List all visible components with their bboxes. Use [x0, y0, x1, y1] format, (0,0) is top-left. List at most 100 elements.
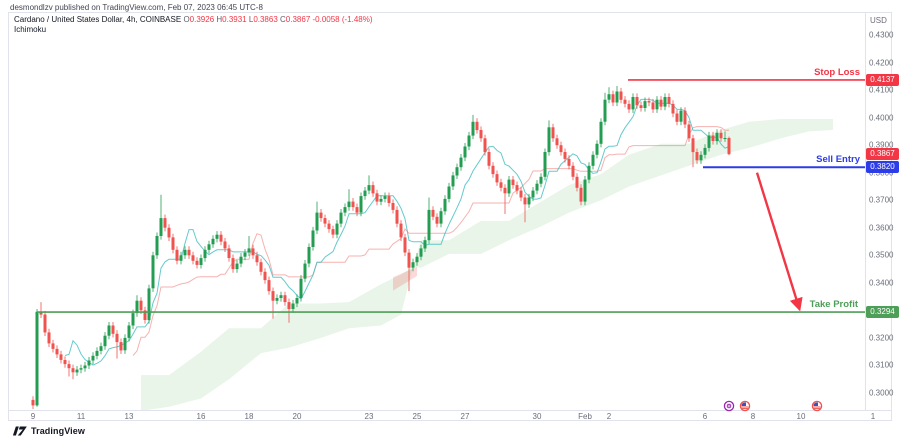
candle	[331, 229, 335, 235]
stop-loss-label[interactable]: Stop Loss	[814, 66, 860, 78]
candle	[335, 223, 339, 235]
candle	[423, 240, 427, 249]
candle	[167, 227, 171, 238]
candle	[575, 176, 579, 188]
candle	[63, 360, 67, 365]
candle	[447, 186, 451, 199]
candle	[347, 201, 351, 208]
candle	[299, 278, 303, 298]
candle	[451, 175, 455, 187]
candle	[223, 241, 227, 249]
candle	[115, 333, 119, 343]
close-value: 0.3867	[285, 15, 311, 24]
tradingview-logo[interactable]: TradingView	[13, 426, 85, 436]
candle	[579, 187, 583, 202]
candle	[319, 212, 323, 219]
price-tick-label: 0.3500	[869, 250, 894, 260]
take-profit-label[interactable]: Take Profit	[809, 299, 858, 311]
sell-entry-price-badge: 0.3820	[866, 161, 899, 174]
candle	[303, 263, 307, 279]
candle	[595, 143, 599, 155]
candle	[671, 103, 675, 114]
candle	[243, 252, 247, 257]
candle	[407, 252, 411, 268]
indicator-label[interactable]: Ichimoku	[14, 25, 47, 34]
candle	[271, 291, 275, 301]
candle	[399, 223, 403, 238]
price-tick-label: 0.4300	[869, 30, 894, 40]
candle	[339, 212, 343, 224]
candle	[707, 135, 711, 148]
time-tick-label: 6	[702, 412, 708, 421]
candle	[359, 196, 363, 213]
us-flag-event-icon[interactable]	[811, 399, 823, 412]
candle	[651, 102, 655, 110]
candle	[191, 255, 195, 261]
candle	[659, 99, 663, 107]
candle	[431, 209, 435, 217]
change-value: -0.0058 (-1.48%)	[312, 15, 373, 24]
candle	[111, 325, 115, 334]
time-axis-separator	[8, 410, 892, 411]
candle	[247, 248, 251, 253]
time-tick-label: 2	[606, 412, 612, 421]
ichimoku-bear-cloud	[393, 266, 417, 291]
candle	[463, 146, 467, 158]
candle	[411, 262, 415, 268]
candle	[547, 127, 551, 153]
symbol-title[interactable]: Cardano / United States Dollar, 4h, COIN…	[14, 15, 182, 24]
time-tick-label: 13	[124, 412, 134, 421]
candle	[95, 350, 99, 356]
candle	[555, 138, 559, 146]
chart-legend: Cardano / United States Dollar, 4h, COIN…	[14, 15, 373, 25]
sell-entry-label[interactable]: Sell Entry	[816, 154, 860, 166]
candle	[367, 185, 371, 191]
price-tick-label: 0.3700	[869, 195, 894, 205]
candle	[459, 157, 463, 168]
candle	[663, 97, 667, 107]
candle	[539, 176, 543, 184]
candle	[535, 183, 539, 191]
candle	[415, 256, 419, 263]
candle	[147, 288, 151, 321]
candle	[291, 303, 295, 309]
candle	[159, 218, 163, 236]
price-tick-label: 0.3200	[869, 333, 894, 343]
candle	[263, 271, 267, 281]
candle	[59, 354, 63, 360]
candle	[99, 346, 103, 351]
us-flag-event-icon[interactable]	[739, 399, 751, 412]
candle	[543, 152, 547, 177]
candle	[619, 91, 623, 100]
candle	[211, 238, 215, 245]
candle	[615, 91, 619, 103]
candle	[215, 234, 219, 239]
candle	[475, 121, 479, 131]
candle	[715, 132, 719, 142]
candle	[607, 94, 611, 100]
candle	[199, 258, 203, 265]
crypto-event-icon[interactable]	[723, 399, 735, 412]
candle	[419, 248, 423, 257]
candle	[151, 255, 155, 289]
candle	[487, 152, 491, 166]
candle	[643, 101, 647, 108]
open-label: O	[183, 15, 190, 24]
time-tick-label: 27	[460, 412, 470, 421]
low-value: 0.3863	[253, 15, 278, 24]
candle	[155, 236, 159, 256]
candle	[471, 121, 475, 136]
candle	[235, 263, 239, 270]
candle	[499, 182, 503, 188]
candle	[55, 348, 59, 355]
candle	[711, 135, 715, 141]
price-tick-label: 0.3100	[869, 360, 894, 370]
close-label: C	[280, 15, 286, 24]
candle	[195, 260, 199, 265]
candle	[79, 368, 83, 370]
candle	[279, 295, 283, 298]
projection-arrow[interactable]	[755, 172, 803, 312]
price-tick-label: 0.3000	[869, 388, 894, 398]
candle	[307, 247, 311, 264]
